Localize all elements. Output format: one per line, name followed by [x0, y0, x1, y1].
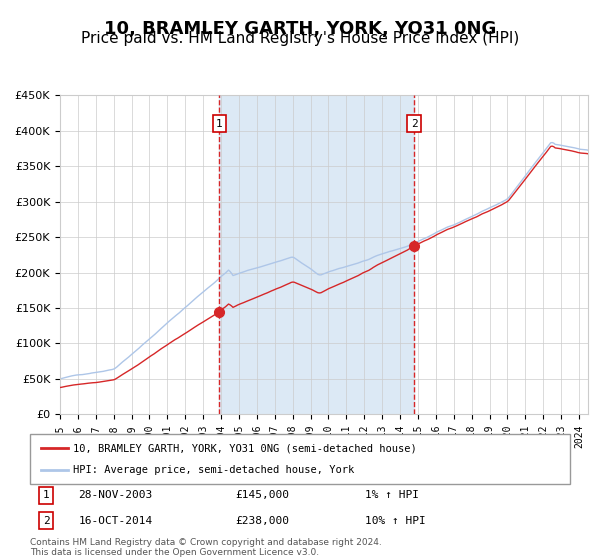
Text: 1% ↑ HPI: 1% ↑ HPI [365, 491, 419, 501]
Text: 28-NOV-2003: 28-NOV-2003 [79, 491, 153, 501]
Text: £145,000: £145,000 [235, 491, 289, 501]
Text: Price paid vs. HM Land Registry's House Price Index (HPI): Price paid vs. HM Land Registry's House … [81, 31, 519, 46]
Bar [220, 95, 414, 414]
Text: 10, BRAMLEY GARTH, YORK, YO31 0NG (semi-detached house): 10, BRAMLEY GARTH, YORK, YO31 0NG (semi-… [73, 443, 417, 453]
Text: Contains HM Land Registry data © Crown copyright and database right 2024.
This d: Contains HM Land Registry data © Crown c… [30, 538, 382, 557]
Text: 2: 2 [43, 516, 50, 526]
Text: 10% ↑ HPI: 10% ↑ HPI [365, 516, 425, 526]
Text: 1: 1 [43, 491, 50, 501]
FancyBboxPatch shape [30, 434, 570, 484]
Text: 1: 1 [216, 119, 223, 129]
Text: 10, BRAMLEY GARTH, YORK, YO31 0NG: 10, BRAMLEY GARTH, YORK, YO31 0NG [104, 20, 496, 38]
Text: £238,000: £238,000 [235, 516, 289, 526]
Text: 16-OCT-2014: 16-OCT-2014 [79, 516, 153, 526]
Text: 2: 2 [411, 119, 418, 129]
Text: HPI: Average price, semi-detached house, York: HPI: Average price, semi-detached house,… [73, 465, 355, 475]
